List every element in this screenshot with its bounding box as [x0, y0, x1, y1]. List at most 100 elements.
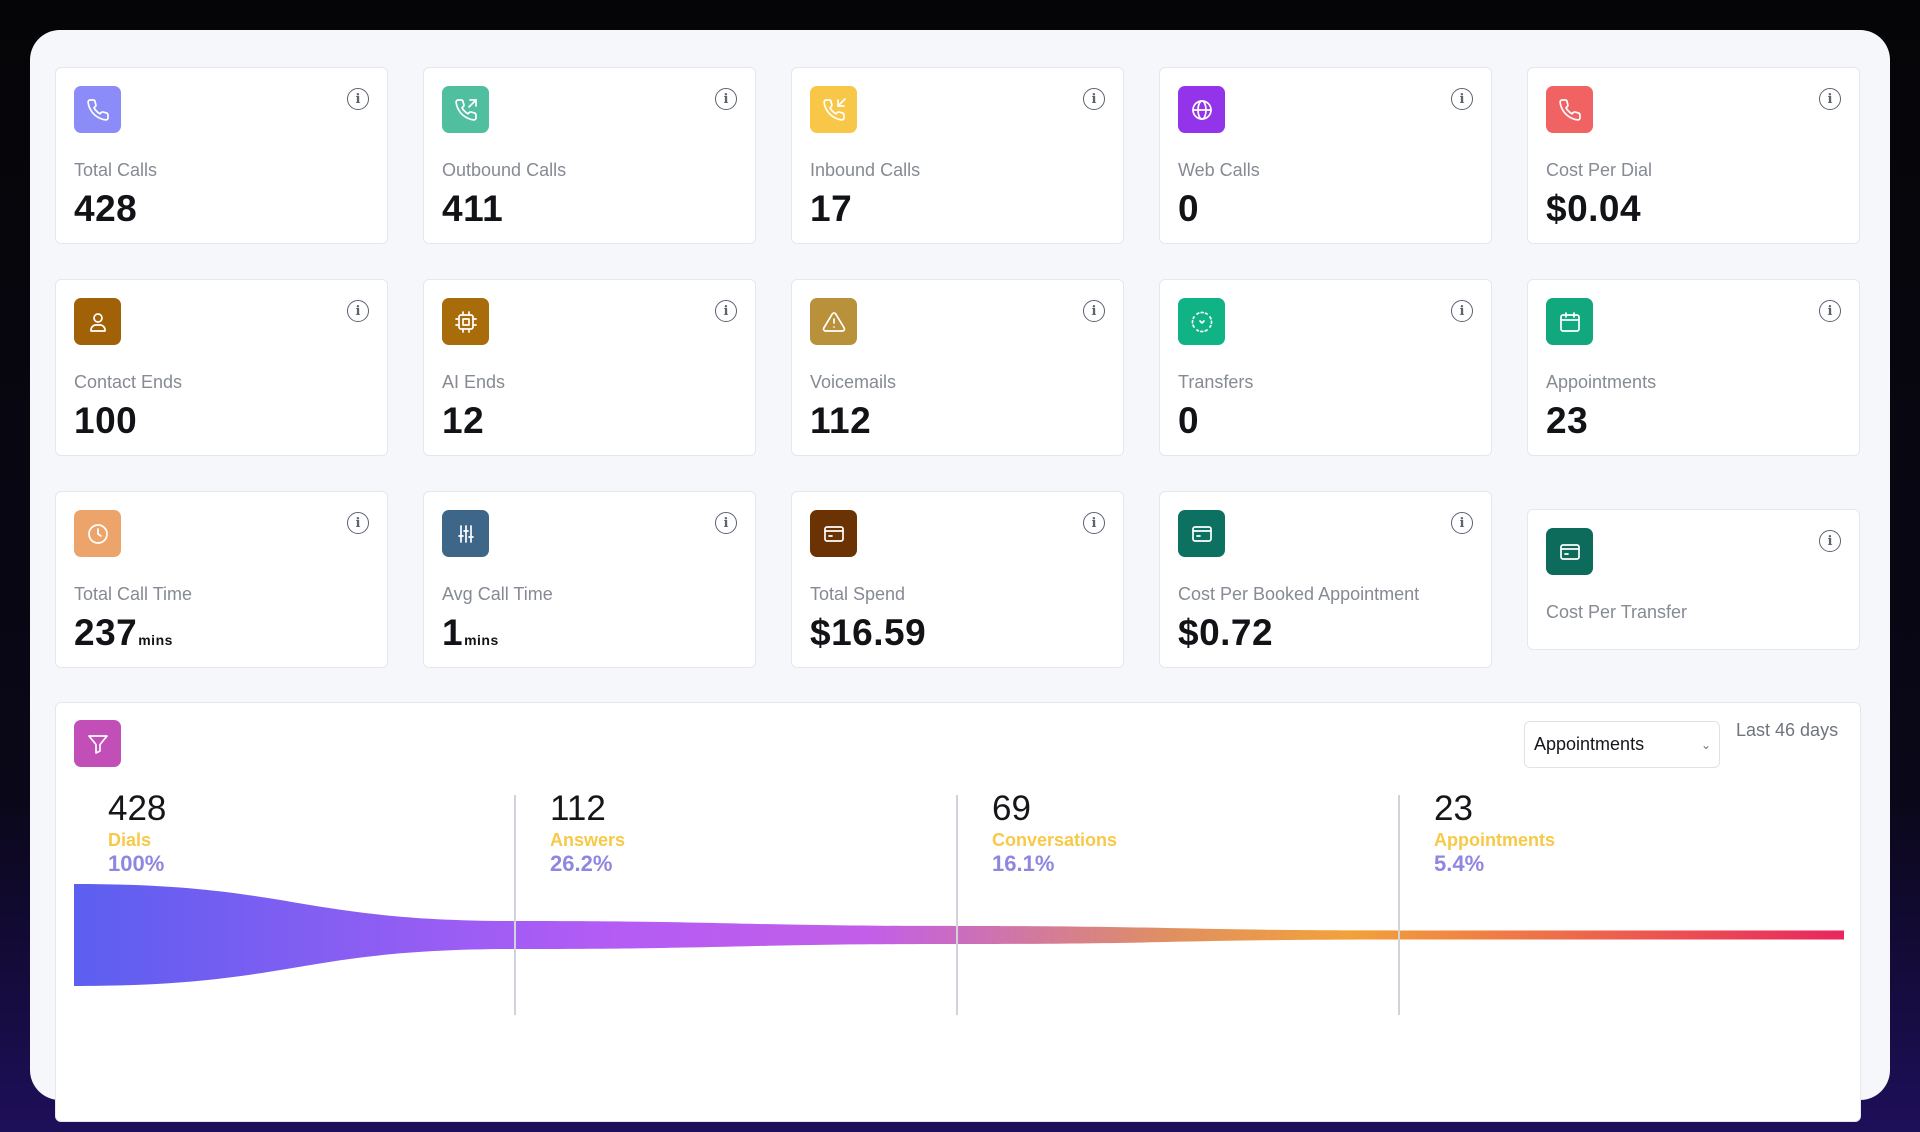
info-icon[interactable]: i: [347, 88, 369, 110]
cost-per-dial-card[interactable]: i Cost Per Dial $0.04: [1527, 67, 1860, 244]
stage-name: Appointments: [1434, 830, 1555, 850]
credit-card-icon: [1546, 528, 1593, 575]
stage-percent: 5.4%: [1434, 851, 1485, 876]
stage-percent: 100%: [108, 851, 165, 876]
funnel-metric-select[interactable]: Appointments ⌄: [1524, 721, 1720, 768]
card-label: Transfers: [1178, 372, 1254, 392]
funnel-shape: [74, 884, 1844, 986]
cpu-icon: [442, 298, 489, 345]
stage-divider: [956, 795, 958, 1015]
value-unit: mins: [138, 632, 173, 648]
calendar-icon: [1546, 298, 1593, 345]
info-icon[interactable]: i: [1819, 530, 1841, 552]
funnel-stage-appointments: 23 Appointments 5.4%: [1434, 791, 1555, 877]
phone-outgoing-icon: [442, 86, 489, 133]
card-value: 0: [1178, 188, 1200, 229]
info-icon[interactable]: i: [1451, 300, 1473, 322]
dashboard-panel: i Total Calls 428 i Outbound Calls 411 i…: [30, 30, 1890, 1100]
card-value: 17: [810, 188, 853, 229]
info-icon[interactable]: i: [715, 300, 737, 322]
ai-ends-card[interactable]: i AI Ends 12: [423, 279, 756, 456]
info-icon[interactable]: i: [1819, 300, 1841, 322]
card-value: $16.59: [810, 612, 927, 653]
total-call-time-card[interactable]: i Total Call Time 237mins: [55, 491, 388, 668]
card-label: Total Call Time: [74, 584, 193, 604]
appointments-card[interactable]: i Appointments 23: [1527, 279, 1860, 456]
info-icon[interactable]: i: [1083, 512, 1105, 534]
card-label: Appointments: [1546, 372, 1657, 392]
card-label: Total Calls: [74, 160, 158, 180]
funnel-stage-conversations: 69 Conversations 16.1%: [992, 791, 1117, 877]
card-label: Inbound Calls: [810, 160, 921, 180]
credit-card-icon: [1178, 510, 1225, 557]
card-value: 1mins: [442, 612, 499, 654]
card-value: 100: [74, 400, 138, 441]
stage-count: 428: [108, 789, 167, 828]
value-unit: mins: [464, 632, 499, 648]
info-icon[interactable]: i: [1083, 88, 1105, 110]
transfers-card[interactable]: i Transfers 0: [1159, 279, 1492, 456]
funnel-graphic: [74, 884, 1844, 986]
stage-count: 23: [1434, 789, 1473, 828]
phone-incoming-icon: [810, 86, 857, 133]
clock-icon: [74, 510, 121, 557]
value-number: 1: [442, 612, 464, 653]
total-spend-card[interactable]: i Total Spend $16.59: [791, 491, 1124, 668]
voicemails-card[interactable]: i Voicemails 112: [791, 279, 1124, 456]
info-icon[interactable]: i: [347, 300, 369, 322]
info-icon[interactable]: i: [1083, 300, 1105, 322]
stage-count: 69: [992, 789, 1031, 828]
stage-percent: 16.1%: [992, 851, 1055, 876]
card-value: 12: [442, 400, 485, 441]
info-icon[interactable]: i: [347, 512, 369, 534]
stage-divider: [1398, 795, 1400, 1015]
outbound-calls-card[interactable]: i Outbound Calls 411: [423, 67, 756, 244]
web-calls-card[interactable]: i Web Calls 0: [1159, 67, 1492, 244]
total-calls-card[interactable]: i Total Calls 428: [55, 67, 388, 244]
info-icon[interactable]: i: [715, 88, 737, 110]
funnel-stage-dials: 428 Dials 100%: [108, 791, 166, 877]
user-icon: [74, 298, 121, 345]
cost-per-transfer-card[interactable]: i Cost Per Transfer: [1527, 509, 1860, 650]
globe-icon: [1178, 86, 1225, 133]
contact-ends-card[interactable]: i Contact Ends 100: [55, 279, 388, 456]
avg-call-time-card[interactable]: i Avg Call Time 1mins: [423, 491, 756, 668]
card-label: Cost Per Transfer: [1546, 602, 1688, 622]
card-label: AI Ends: [442, 372, 506, 392]
stage-name: Answers: [550, 830, 626, 850]
card-value: 411: [442, 188, 504, 229]
card-value: $0.04: [1546, 188, 1642, 229]
stage-divider: [514, 795, 516, 1015]
card-value: 428: [74, 188, 138, 229]
funnel-stage-answers: 112 Answers 26.2%: [550, 791, 625, 877]
stage-percent: 26.2%: [550, 851, 613, 876]
card-label: Avg Call Time: [442, 584, 553, 604]
sliders-icon: [442, 510, 489, 557]
card-label: Outbound Calls: [442, 160, 567, 180]
info-icon[interactable]: i: [715, 512, 737, 534]
card-value: 23: [1546, 400, 1589, 441]
card-label: Voicemails: [810, 372, 897, 392]
transfer-icon: [1178, 298, 1225, 345]
info-icon[interactable]: i: [1451, 88, 1473, 110]
chevron-down-icon: ⌄: [1700, 738, 1711, 752]
stage-name: Conversations: [992, 830, 1118, 850]
card-label: Total Spend: [810, 584, 906, 604]
stage-count: 112: [550, 789, 606, 828]
cost-per-booked-card[interactable]: i Cost Per Booked Appointment $0.72: [1159, 491, 1492, 668]
stage-name: Dials: [108, 830, 152, 850]
card-value: 0: [1178, 400, 1200, 441]
info-icon[interactable]: i: [1451, 512, 1473, 534]
inbound-calls-card[interactable]: i Inbound Calls 17: [791, 67, 1124, 244]
card-label: Cost Per Dial: [1546, 160, 1653, 180]
phone-icon: [1546, 86, 1593, 133]
select-value: Appointments: [1534, 734, 1645, 754]
card-value: $0.72: [1178, 612, 1274, 653]
card-value: 237mins: [74, 612, 173, 654]
funnel-panel: Appointments ⌄ Last 46 days 428 Dials 10…: [55, 702, 1861, 1122]
card-label: Web Calls: [1178, 160, 1260, 180]
alert-triangle-icon: [810, 298, 857, 345]
value-number: 237: [74, 612, 138, 653]
card-label: Cost Per Booked Appointment: [1178, 584, 1420, 604]
info-icon[interactable]: i: [1819, 88, 1841, 110]
